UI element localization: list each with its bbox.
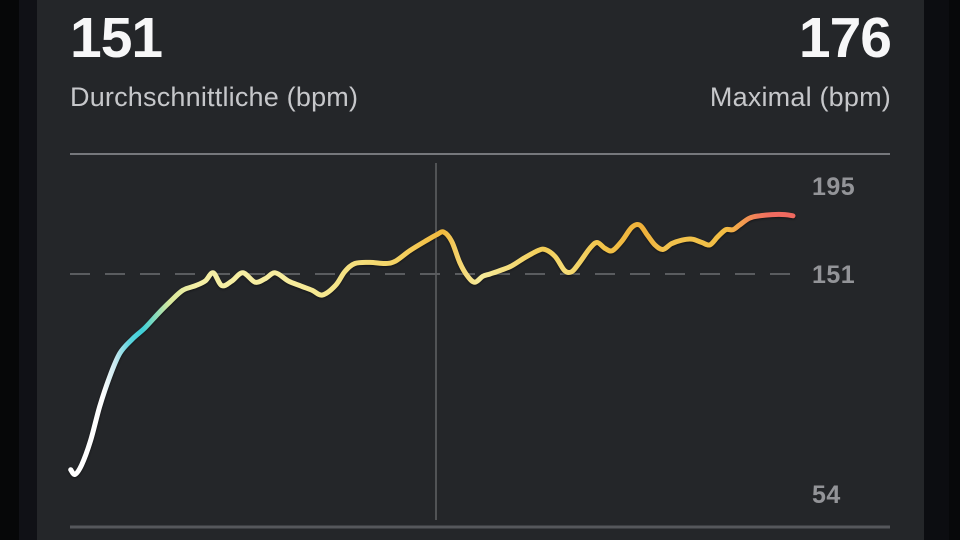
y-tick-label-54: 54	[812, 481, 841, 509]
max-bpm-label: Maximal (bpm)	[709, 82, 891, 112]
average-bpm-label: Durchschnittliche (bpm)	[70, 82, 359, 112]
heart-rate-line	[68, 211, 796, 477]
average-bpm-value: 151	[70, 6, 163, 70]
max-bpm-value: 176	[798, 6, 892, 70]
right-edge-strip	[924, 0, 960, 540]
y-tick-label-195: 195	[812, 173, 856, 201]
y-tick-label-151: 151	[812, 261, 856, 289]
left-edge-strip	[0, 0, 37, 540]
